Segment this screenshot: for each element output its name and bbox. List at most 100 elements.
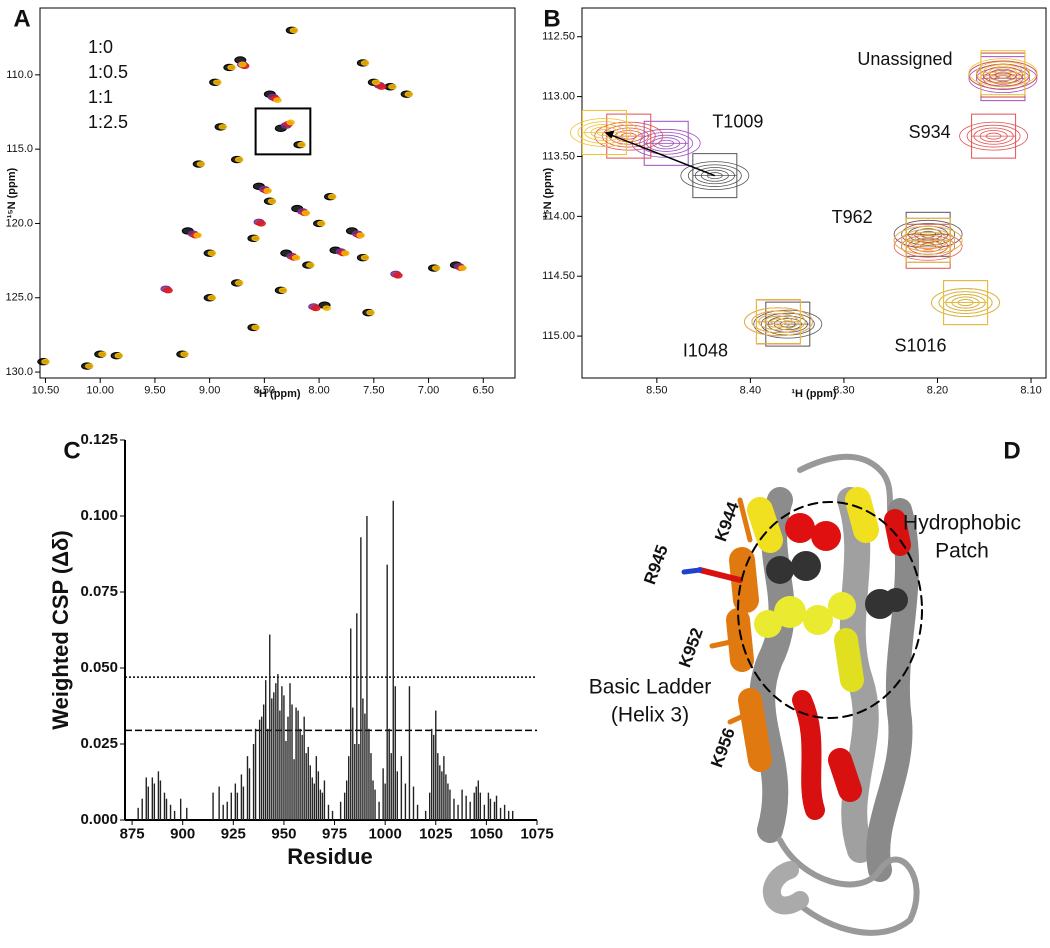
peak — [360, 254, 370, 261]
peak — [196, 161, 206, 167]
x-tick-label: 1025 — [419, 825, 452, 842]
legend-entry: 1:0 — [88, 37, 113, 57]
contour — [751, 310, 806, 334]
plot-frame — [39, 7, 516, 379]
x-tick-label: 875 — [120, 825, 145, 842]
bar — [352, 707, 354, 820]
bar — [416, 804, 419, 820]
bar — [394, 686, 396, 820]
bar — [483, 804, 486, 820]
bar — [495, 795, 498, 820]
x-tick-label: 8.20 — [927, 384, 948, 396]
bar — [321, 792, 324, 820]
bar — [453, 798, 455, 820]
bar — [218, 786, 220, 820]
bar — [147, 786, 149, 820]
peak-label: T962 — [832, 207, 873, 227]
bar — [309, 765, 311, 820]
helix — [866, 498, 920, 882]
y-tick-label: 0.050 — [80, 659, 118, 676]
peak — [234, 156, 244, 163]
x-tick-label: 1050 — [470, 825, 503, 842]
bar — [461, 789, 463, 820]
bar — [457, 804, 459, 820]
y-tick-label: 114.50 — [542, 270, 575, 282]
peak — [85, 363, 94, 369]
y-axis-title: ¹⁵N (ppm) — [6, 167, 18, 218]
y-tick-label: 0.100 — [80, 507, 118, 524]
bar — [186, 807, 188, 820]
peak-label: T1009 — [712, 111, 763, 131]
bar — [435, 710, 437, 820]
sphere — [754, 610, 782, 638]
contour — [959, 121, 1029, 151]
bar — [254, 728, 257, 820]
bar — [382, 768, 384, 820]
contour — [901, 234, 956, 258]
bar — [151, 777, 154, 820]
bar — [431, 728, 433, 820]
x-tick-label: 10.00 — [86, 384, 114, 396]
helix-segment — [834, 628, 864, 692]
x-tick-label: 925 — [221, 825, 246, 842]
bar — [396, 771, 399, 820]
bar — [424, 810, 427, 820]
y-tick-label: 0.075 — [80, 583, 118, 600]
peak — [328, 193, 337, 200]
bar — [479, 792, 482, 820]
bar — [159, 780, 162, 820]
x-axis-title: Residue — [287, 844, 373, 869]
bar — [260, 716, 263, 820]
bar — [275, 683, 277, 820]
bar — [242, 786, 245, 820]
x-tick-label: 8.30 — [833, 384, 854, 396]
structure-label: K956 — [707, 725, 739, 770]
bar — [311, 777, 313, 820]
bar — [441, 771, 443, 820]
peak — [371, 79, 381, 86]
bar — [408, 686, 411, 820]
bar — [271, 698, 273, 820]
structure-label: R945 — [640, 542, 672, 587]
peak — [163, 287, 173, 294]
bar — [163, 792, 166, 820]
bar — [354, 744, 356, 820]
structure-label: Hydrophobic — [903, 512, 1021, 535]
y-tick-label: 0.025 — [80, 735, 118, 752]
y-axis-title: ¹⁵N (ppm) — [542, 167, 554, 218]
bar — [305, 753, 307, 820]
structure-label: K952 — [675, 625, 707, 670]
bar — [269, 634, 271, 820]
sphere — [828, 592, 856, 620]
bar — [364, 713, 366, 820]
contour — [893, 225, 963, 255]
peak — [98, 351, 107, 358]
bar — [493, 801, 496, 820]
bar — [313, 783, 315, 820]
peak — [680, 153, 750, 199]
peak-label: I1048 — [683, 340, 728, 360]
peak — [306, 262, 315, 268]
contour — [966, 124, 1021, 148]
peak — [218, 124, 227, 130]
legend-entry: 1:0.5 — [88, 62, 128, 82]
peak — [289, 27, 299, 34]
bar — [339, 801, 342, 820]
x-tick-label: 9.00 — [199, 384, 220, 396]
bar — [489, 798, 492, 820]
bar — [234, 783, 237, 820]
side-chain — [737, 497, 753, 543]
contour — [680, 161, 750, 191]
sphere — [774, 596, 806, 628]
contour — [570, 118, 639, 147]
bar — [265, 680, 267, 820]
bar — [279, 710, 281, 820]
y-tick-label: 112.50 — [542, 31, 575, 43]
sphere — [811, 521, 841, 551]
bar — [212, 792, 214, 820]
contour — [968, 60, 1038, 90]
x-tick-label: 950 — [271, 825, 296, 842]
structure-label: Patch — [935, 540, 989, 563]
peak — [366, 309, 375, 316]
bar — [372, 780, 374, 820]
